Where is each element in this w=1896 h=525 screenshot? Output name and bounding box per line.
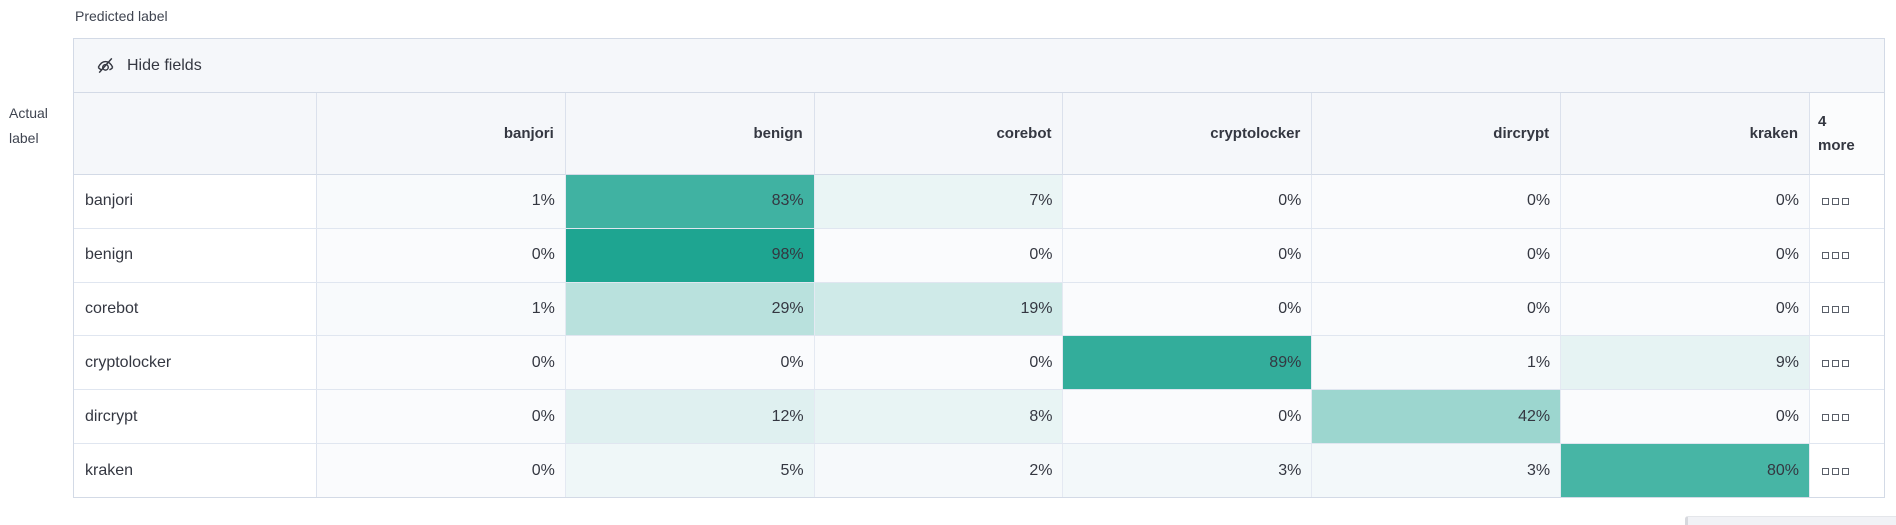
box-square [1841,467,1849,475]
cell-kraken-banjori: 0% [317,444,566,497]
cell-cryptolocker-banjori: 0% [317,336,566,390]
column-header-corebot: corebot [814,93,1064,175]
box-square [1821,467,1829,475]
more-actions-cell-benign[interactable] [1809,228,1884,282]
box-square [1821,359,1829,367]
cell-benign-benign: 98% [565,228,815,282]
cell-dircrypt-benign: 12% [565,390,815,444]
row-label-banjori: banjori [74,175,317,228]
cell-dircrypt-kraken: 0% [1561,390,1810,444]
more-actions-cell-dircrypt[interactable] [1809,390,1884,444]
more-actions-cell-cryptolocker[interactable] [1809,336,1884,390]
hide-fields-label: Hide fields [127,56,202,74]
eye-closed-icon [95,55,116,76]
more-actions-cell-kraken[interactable] [1809,444,1884,497]
box-square [1841,252,1849,260]
predicted-label-axis-title: Predicted label [75,8,168,24]
actual-label-axis-title: Actual label [9,105,48,146]
row-label-benign: benign [74,228,317,282]
cell-banjori-corebot: 7% [814,175,1064,228]
column-header-benign: benign [565,93,815,175]
boxes-horizontal-icon [1821,462,1852,480]
box-square [1821,198,1829,206]
cell-banjori-cryptolocker: 0% [1063,175,1313,228]
cell-cryptolocker-cryptolocker: 89% [1063,336,1313,390]
box-square [1841,359,1849,367]
horizontal-scrollbar[interactable] [1685,516,1896,525]
cell-corebot-dircrypt: 0% [1312,282,1562,336]
cell-corebot-kraken: 0% [1561,282,1810,336]
boxes-horizontal-icon [1821,354,1852,372]
box-square [1831,198,1839,206]
table-row-benign: benign 0% 98% 0% 0% 0% 0% [74,228,1884,283]
cell-kraken-cryptolocker: 3% [1063,444,1313,497]
column-header-more: 4 more [1809,93,1884,175]
box-square [1841,413,1849,421]
cell-banjori-dircrypt: 0% [1312,175,1562,228]
table-row-dircrypt: dircrypt 0% 12% 8% 0% 42% 0% [74,390,1884,445]
cell-kraken-kraken: 80% [1561,444,1810,497]
row-label-dircrypt: dircrypt [74,390,317,444]
cell-cryptolocker-dircrypt: 1% [1312,336,1562,390]
cell-benign-corebot: 0% [814,228,1064,282]
boxes-horizontal-icon [1821,192,1852,210]
cell-cryptolocker-corebot: 0% [814,336,1064,390]
boxes-horizontal-icon [1821,408,1852,426]
cell-banjori-banjori: 1% [317,175,566,228]
column-header-cryptolocker: cryptolocker [1063,93,1313,175]
cell-dircrypt-corebot: 8% [814,390,1064,444]
cell-cryptolocker-benign: 0% [565,336,815,390]
cell-dircrypt-banjori: 0% [317,390,566,444]
cell-benign-kraken: 0% [1561,228,1810,282]
hide-fields-button[interactable]: Hide fields [95,55,202,76]
boxes-horizontal-icon [1821,246,1852,264]
cell-banjori-benign: 83% [565,175,815,228]
row-label-corebot: corebot [74,282,317,336]
box-square [1821,413,1829,421]
box-square [1831,252,1839,260]
cell-benign-banjori: 0% [317,228,566,282]
box-square [1831,413,1839,421]
cell-dircrypt-dircrypt: 42% [1312,390,1562,444]
more-actions-cell-corebot[interactable] [1809,282,1884,336]
cell-dircrypt-cryptolocker: 0% [1063,390,1313,444]
box-square [1831,467,1839,475]
table-row-kraken: kraken 0% 5% 2% 3% 3% 80% [74,444,1884,497]
cell-benign-dircrypt: 0% [1312,228,1562,282]
box-square [1831,359,1839,367]
table-row-banjori: banjori 1% 83% 7% 0% 0% 0% [74,175,1884,229]
more-actions-cell-banjori[interactable] [1809,175,1884,228]
column-header-kraken: kraken [1561,93,1810,175]
table-row-corebot: corebot 1% 29% 19% 0% 0% 0% [74,282,1884,337]
grid-header-row: banjori benign corebot cryptolocker dircrypt… [74,93,1884,175]
cell-kraken-benign: 5% [565,444,815,497]
column-header-banjori: banjori [317,93,566,175]
box-square [1841,306,1849,314]
cell-kraken-dircrypt: 3% [1312,444,1562,497]
box-square [1831,306,1839,314]
table-row-cryptolocker: cryptolocker 0% 0% 0% 89% 1% 9% [74,336,1884,391]
boxes-horizontal-icon [1821,300,1852,318]
cell-kraken-corebot: 2% [814,444,1064,497]
row-label-kraken: kraken [74,444,317,497]
cell-corebot-corebot: 19% [814,282,1064,336]
cell-corebot-benign: 29% [565,282,815,336]
confusion-matrix-data-grid: Hide fields banjori benign corebot cryptolo… [73,38,1885,498]
row-label-cryptolocker: cryptolocker [74,336,317,390]
cell-banjori-kraken: 0% [1561,175,1810,228]
box-square [1821,252,1829,260]
box-square [1841,198,1849,206]
grid-body: banjori 1% 83% 7% 0% 0% 0% benign 0% 98% 0% 0% 0% 0% c… [74,175,1884,497]
more-columns-label: 4 more [1817,112,1855,154]
box-square [1821,306,1829,314]
cell-corebot-cryptolocker: 0% [1063,282,1313,336]
cell-benign-cryptolocker: 0% [1063,228,1313,282]
corner-header-cell [74,93,317,175]
grid-toolbar: Hide fields [74,39,1884,93]
cell-cryptolocker-kraken: 9% [1561,336,1810,390]
cell-corebot-banjori: 1% [317,282,566,336]
column-header-dircrypt: dircrypt [1312,93,1562,175]
